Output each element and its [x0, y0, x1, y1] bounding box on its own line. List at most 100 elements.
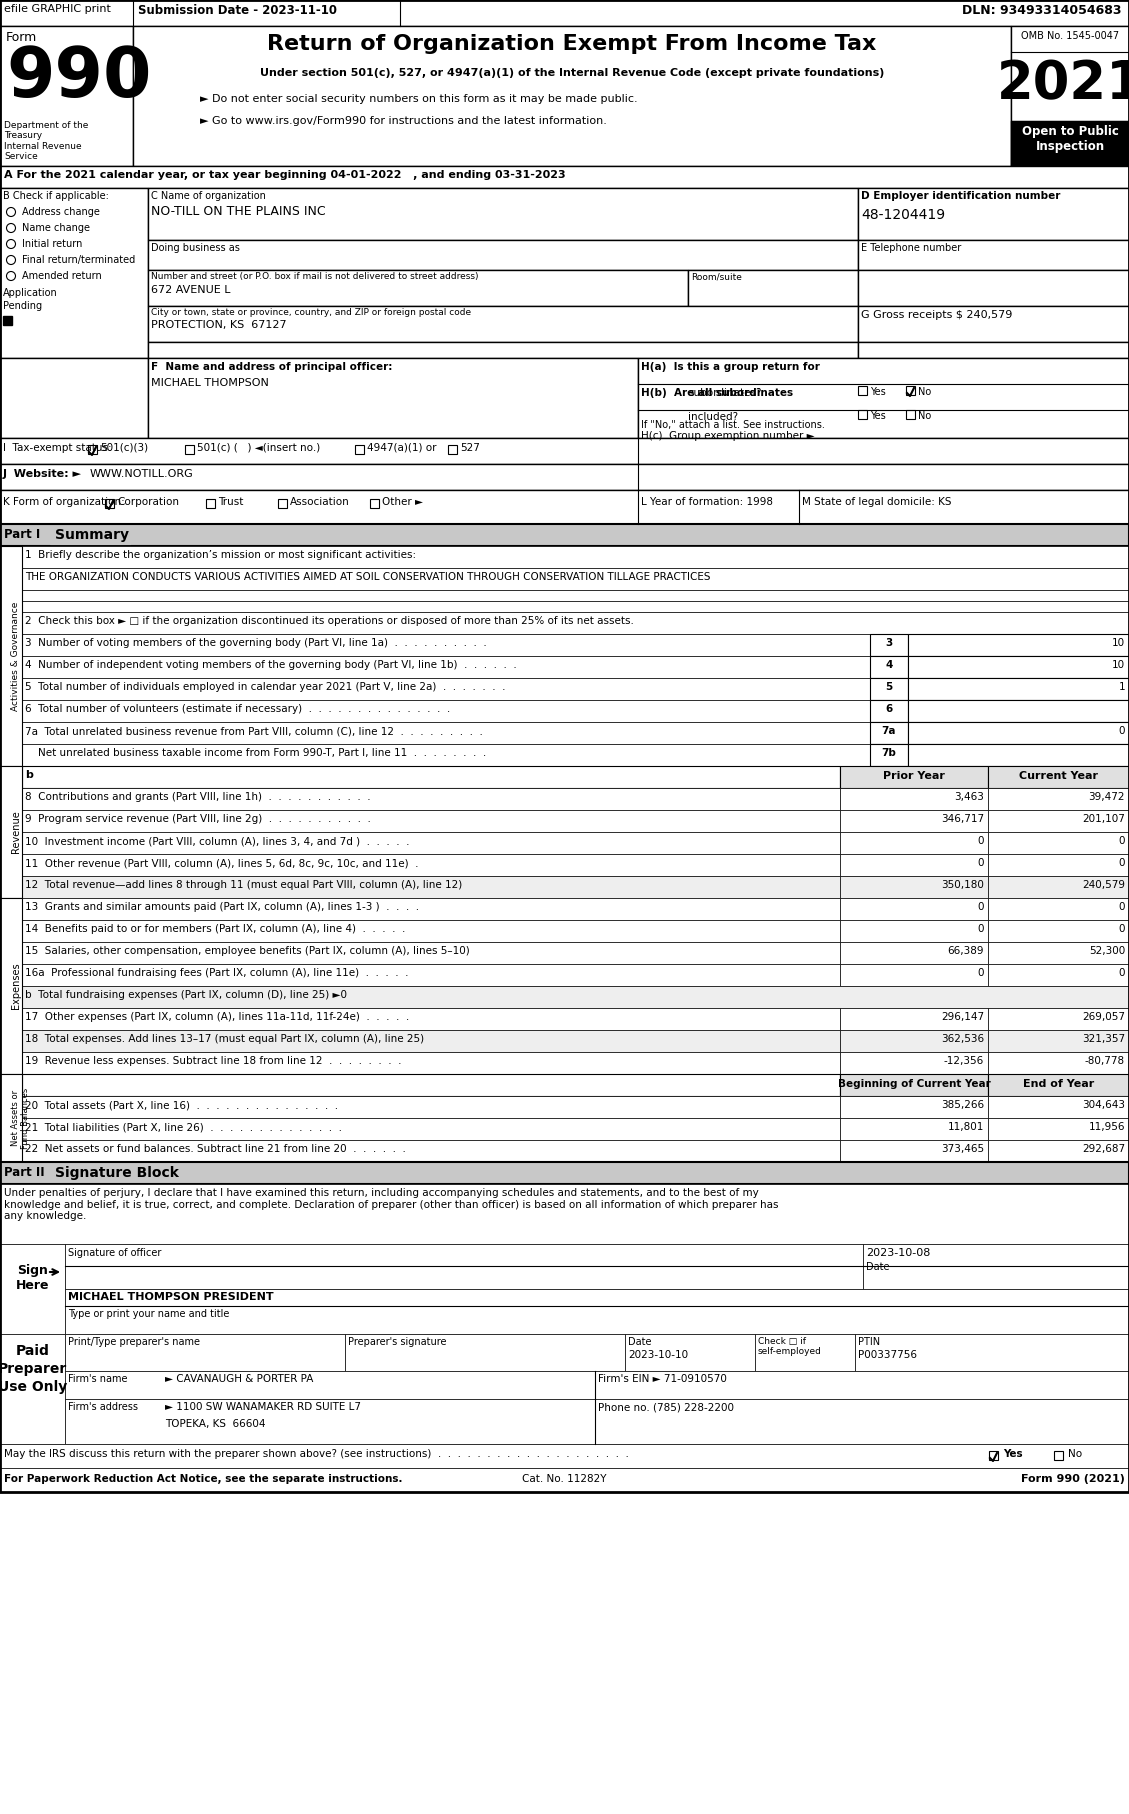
Text: 7b: 7b	[882, 747, 896, 758]
Text: Phone no. (785) 228-2200: Phone no. (785) 228-2200	[598, 1402, 734, 1411]
Text: Association: Association	[290, 497, 350, 506]
Text: Revenue: Revenue	[11, 811, 21, 853]
Bar	[858, 343, 1129, 357]
Bar	[840, 876, 988, 898]
Text: Yes: Yes	[870, 412, 886, 421]
Text: F  Name and address of principal officer:: F Name and address of principal officer:	[151, 363, 393, 372]
Text: 373,465: 373,465	[940, 1145, 984, 1154]
Text: M State of legal domicile: KS: M State of legal domicile: KS	[802, 497, 952, 506]
Text: 346,717: 346,717	[940, 814, 984, 824]
Text: Other ►: Other ►	[382, 497, 423, 506]
Bar	[905, 410, 914, 419]
Text: PTIN: PTIN	[858, 1337, 881, 1348]
Text: 5  Total number of individuals employed in calendar year 2021 (Part V, line 2a) : 5 Total number of individuals employed i…	[25, 682, 506, 691]
Bar	[840, 1009, 988, 1030]
Text: D Employer identification number: D Employer identification number	[861, 190, 1060, 201]
Text: 52,300: 52,300	[1088, 945, 1124, 956]
Bar	[205, 499, 215, 508]
Text: Current Year: Current Year	[1019, 771, 1099, 782]
Text: Firm's address: Firm's address	[68, 1402, 138, 1411]
Bar	[370, 499, 379, 508]
Text: 3: 3	[885, 639, 893, 648]
Text: Firm's EIN ► 71-0910570: Firm's EIN ► 71-0910570	[598, 1373, 727, 1384]
Bar	[840, 854, 988, 876]
Text: 0: 0	[978, 923, 984, 934]
Text: 321,357: 321,357	[1082, 1034, 1124, 1045]
Text: H(b)  Are all subordinates: H(b) Are all subordinates	[641, 388, 794, 397]
Bar	[21, 833, 840, 854]
Bar	[870, 657, 908, 678]
Bar	[148, 307, 858, 343]
Bar	[21, 744, 870, 766]
Bar	[0, 1074, 21, 1163]
Bar	[448, 444, 457, 454]
Bar	[21, 920, 840, 941]
Bar	[21, 854, 840, 876]
Text: Room/suite: Room/suite	[691, 272, 742, 281]
Text: 18  Total expenses. Add lines 13–17 (must equal Part IX, column (A), line 25): 18 Total expenses. Add lines 13–17 (must…	[25, 1034, 425, 1045]
Text: 269,057: 269,057	[1082, 1012, 1124, 1021]
Text: 350,180: 350,180	[942, 880, 984, 891]
Text: WWW.NOTILL.ORG: WWW.NOTILL.ORG	[90, 470, 194, 479]
Text: Yes: Yes	[870, 386, 886, 397]
Text: End of Year: End of Year	[1023, 1079, 1094, 1088]
Text: Here: Here	[16, 1279, 50, 1292]
Bar	[840, 1139, 988, 1163]
Text: E Telephone number: E Telephone number	[861, 243, 961, 252]
Bar	[133, 25, 1010, 167]
Text: No: No	[918, 412, 931, 421]
Text: 9  Program service revenue (Part VIII, line 2g)  .  .  .  .  .  .  .  .  .  .  .: 9 Program service revenue (Part VIII, li…	[25, 814, 370, 824]
Text: 6  Total number of volunteers (estimate if necessary)  .  .  .  .  .  .  .  .  .: 6 Total number of volunteers (estimate i…	[25, 704, 450, 715]
Bar	[148, 357, 638, 437]
Bar	[988, 854, 1129, 876]
Text: NO-TILL ON THE PLAINS INC: NO-TILL ON THE PLAINS INC	[151, 205, 325, 218]
Bar	[0, 1163, 1129, 1185]
Bar	[345, 1333, 625, 1371]
Text: OMB No. 1545-0047: OMB No. 1545-0047	[1021, 31, 1119, 42]
Text: City or town, state or province, country, and ZIP or foreign postal code: City or town, state or province, country…	[151, 308, 471, 317]
Text: B Check if applicable:: B Check if applicable:	[3, 190, 108, 201]
Text: 990: 990	[6, 44, 151, 111]
Text: H(c)  Group exemption number ►: H(c) Group exemption number ►	[641, 432, 815, 441]
Bar	[0, 189, 148, 357]
Text: THE ORGANIZATION CONDUCTS VARIOUS ACTIVITIES AIMED AT SOIL CONSERVATION THROUGH : THE ORGANIZATION CONDUCTS VARIOUS ACTIVI…	[25, 571, 710, 582]
Bar	[65, 1244, 863, 1290]
Bar	[21, 963, 840, 987]
Bar	[988, 1030, 1129, 1052]
Text: Firm's name: Firm's name	[68, 1373, 128, 1384]
Text: MICHAEL THOMPSON PRESIDENT: MICHAEL THOMPSON PRESIDENT	[68, 1292, 273, 1302]
Text: ► CAVANAUGH & PORTER PA: ► CAVANAUGH & PORTER PA	[165, 1373, 314, 1384]
Text: Paid: Paid	[16, 1344, 50, 1359]
Text: 501(c)(3): 501(c)(3)	[100, 443, 148, 454]
Bar	[908, 722, 1129, 744]
Bar	[989, 1451, 998, 1460]
Bar	[988, 963, 1129, 987]
Text: 5: 5	[885, 682, 893, 691]
Text: Expenses: Expenses	[11, 963, 21, 1009]
Bar	[988, 876, 1129, 898]
Text: 0: 0	[1119, 902, 1124, 912]
Bar	[988, 787, 1129, 811]
Bar	[988, 898, 1129, 920]
Text: Number and street (or P.O. box if mail is not delivered to street address): Number and street (or P.O. box if mail i…	[151, 272, 479, 281]
Text: Application: Application	[3, 288, 58, 297]
Text: 11  Other revenue (Part VIII, column (A), lines 5, 6d, 8c, 9c, 10c, and 11e)  .: 11 Other revenue (Part VIII, column (A),…	[25, 858, 419, 869]
Text: Use Only: Use Only	[0, 1380, 67, 1393]
Text: 4: 4	[885, 660, 893, 669]
Text: Print/Type preparer's name: Print/Type preparer's name	[68, 1337, 200, 1348]
Bar	[21, 722, 870, 744]
Bar	[840, 1074, 988, 1096]
Text: Return of Organization Exempt From Income Tax: Return of Organization Exempt From Incom…	[268, 34, 877, 54]
Bar	[840, 787, 988, 811]
Text: -80,778: -80,778	[1085, 1056, 1124, 1067]
Bar	[21, 611, 1129, 635]
Bar	[0, 1244, 65, 1333]
Bar	[0, 898, 21, 1074]
Text: 0: 0	[1119, 858, 1124, 869]
Bar	[840, 833, 988, 854]
Text: 672 AVENUE L: 672 AVENUE L	[151, 285, 230, 296]
Text: Name change: Name change	[21, 223, 90, 232]
Bar	[0, 464, 1129, 490]
Bar	[988, 1096, 1129, 1117]
Text: For Paperwork Reduction Act Notice, see the separate instructions.: For Paperwork Reduction Act Notice, see …	[5, 1475, 403, 1484]
